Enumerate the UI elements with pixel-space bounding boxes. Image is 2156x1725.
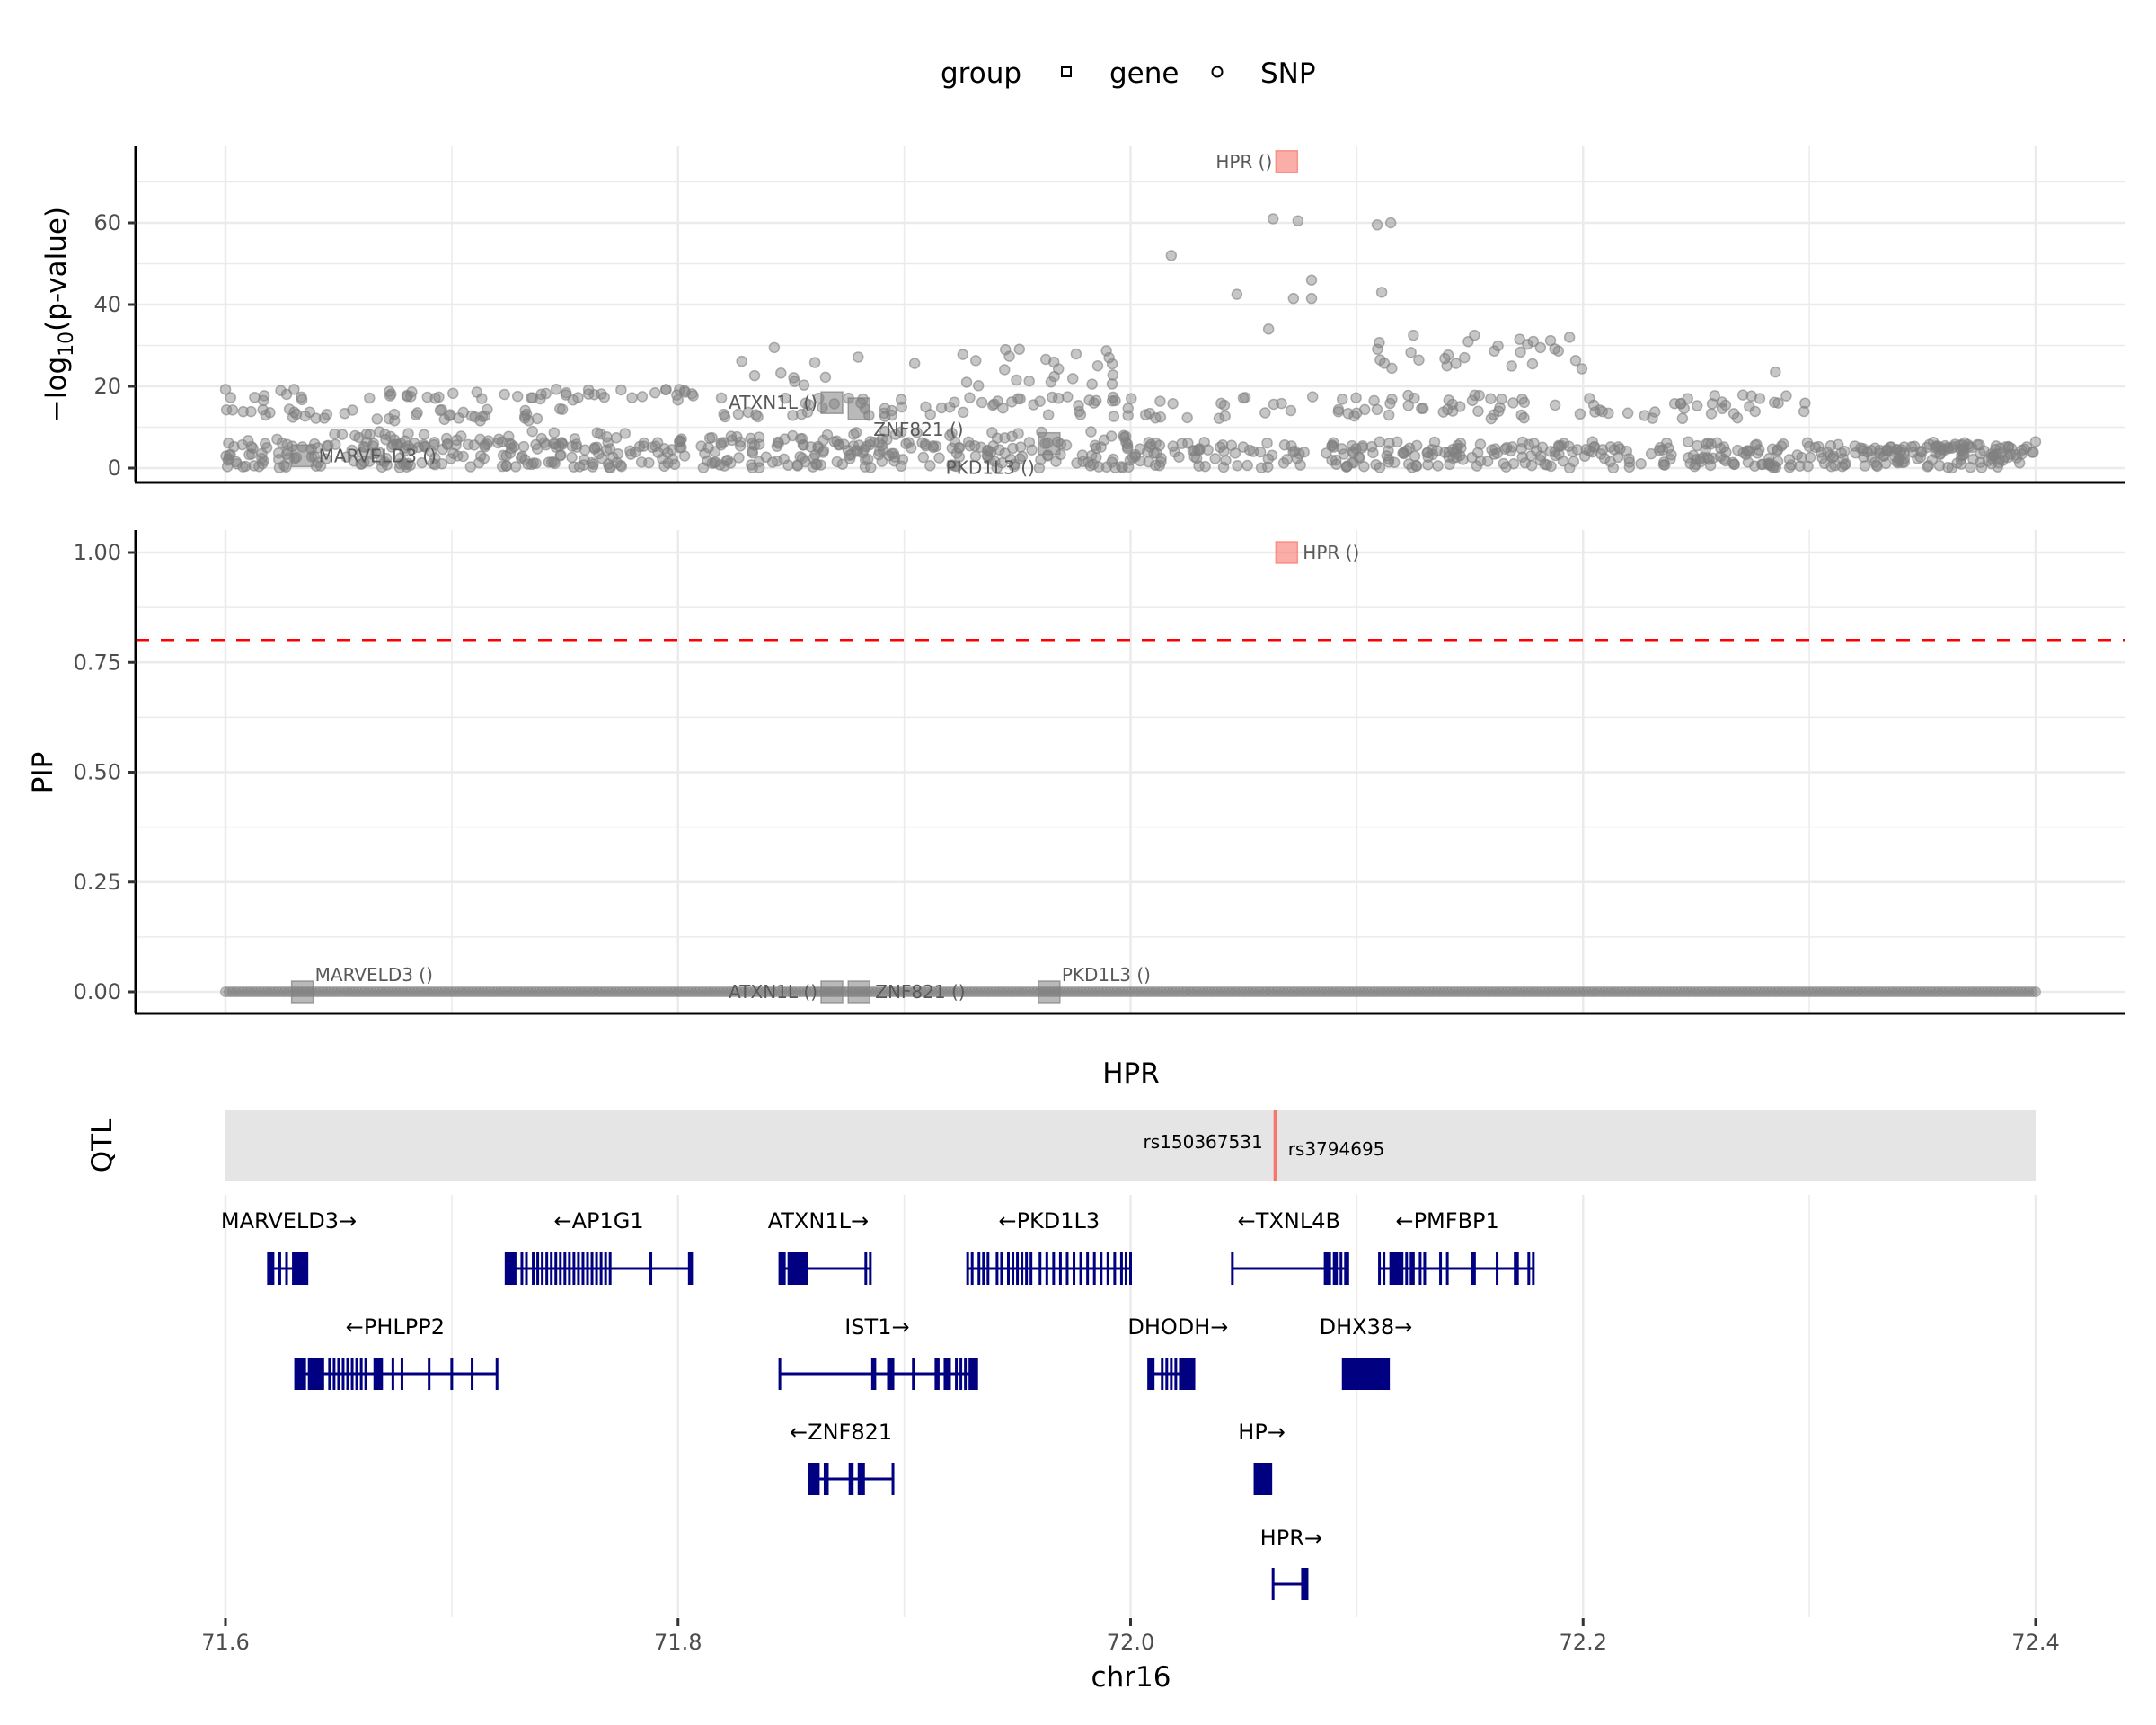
- gene-model: HP→: [1238, 1420, 1286, 1495]
- y-tick-label: 60: [93, 210, 121, 235]
- legend-title: group: [941, 58, 1021, 90]
- y-tick-label: 0.50: [74, 760, 121, 785]
- qtl-snp-label-right: rs3794695: [1288, 1138, 1385, 1160]
- gene-point: [1275, 150, 1299, 173]
- legend-item-gene: gene: [1109, 58, 1179, 90]
- gene-model-label: MARVELD3→: [221, 1208, 357, 1234]
- legend-square-icon: [1061, 66, 1072, 77]
- gene-point: [820, 391, 844, 414]
- pip-panel: HPR () MARVELD3 () ATXN1L () ZNF821 () PKD1L…: [27, 530, 2125, 1015]
- y-tick-label: 20: [93, 374, 121, 399]
- gene-model-label: ←ZNF821: [790, 1420, 892, 1445]
- y-tick-label: 1.00: [74, 540, 121, 565]
- snp-point: [1267, 213, 1279, 225]
- gene-point: [820, 980, 844, 1004]
- snp-point: [1292, 215, 1304, 226]
- gene-model-label: HP→: [1238, 1420, 1286, 1445]
- x-tick-label: 72.4: [2011, 1630, 2059, 1655]
- gene-point-label: HPR (): [1303, 542, 1359, 563]
- gene-model-label: ←PHLPP2: [346, 1314, 445, 1340]
- gene-model-label: ←AP1G1: [554, 1208, 644, 1234]
- snp-point: [1527, 335, 1540, 348]
- y-tick-label: 0.00: [74, 979, 121, 1004]
- qtl-axis-title: QTL: [86, 1118, 119, 1172]
- gene-model-label: ←TXNL4B: [1238, 1208, 1340, 1234]
- gene-model-label: HPR→: [1260, 1526, 1322, 1551]
- qtl-strip: [225, 1110, 2036, 1181]
- x-tick-label: 71.8: [654, 1630, 702, 1655]
- qtl-track: HPR rs150367531 rs3794695 QTL: [86, 1057, 2036, 1181]
- gene-track: MARVELD3→ ←AP1G1 ATXN1L→ ←PKD1L3 ←TXNL4B ←PMF…: [221, 1195, 2037, 1617]
- gene-point-label: PKD1L3 (): [1062, 964, 1151, 986]
- gene-model: ←AP1G1: [504, 1208, 694, 1285]
- gene-model: DHODH→: [1127, 1314, 1228, 1390]
- x-tick-label: 71.6: [201, 1630, 249, 1655]
- gene-model: ←TXNL4B: [1231, 1208, 1349, 1285]
- gene-model: ←ZNF821: [790, 1420, 895, 1495]
- gene-point-label: HPR (): [1215, 151, 1272, 172]
- gene-point: [847, 980, 870, 1004]
- gene-point-label: ATXN1L (): [729, 392, 817, 413]
- gene-point-label: ZNF821 (): [873, 419, 963, 440]
- gene-model: IST1→: [778, 1314, 978, 1390]
- gene-model-label: IST1→: [844, 1314, 909, 1340]
- gene-model-label: DHODH→: [1127, 1314, 1228, 1340]
- gene-model-label: ←PKD1L3: [998, 1208, 1100, 1234]
- snp-point: [1371, 219, 1383, 231]
- gene-point-label: PKD1L3 (): [946, 457, 1035, 479]
- gene-model: ←PMFBP1: [1378, 1208, 1535, 1285]
- x-axis-title: chr16: [1091, 1661, 1171, 1694]
- gene-model: MARVELD3→: [221, 1208, 357, 1285]
- snp-point: [1165, 250, 1178, 261]
- snp-point: [1305, 292, 1318, 305]
- gene-point: [847, 397, 870, 420]
- x-tick-label: 72.0: [1107, 1630, 1154, 1655]
- snp-point: [1770, 366, 1781, 378]
- legend: group gene SNP: [941, 58, 1316, 90]
- gene-model-label: ATXN1L→: [768, 1208, 869, 1234]
- gene-model-label: DHX38→: [1320, 1314, 1413, 1340]
- snp-point: [1287, 292, 1300, 305]
- y-tick-label: 40: [93, 292, 121, 317]
- snp-point: [1514, 333, 1525, 345]
- y-tick-label: 0: [108, 456, 121, 481]
- gene-model: ←PHLPP2: [294, 1314, 499, 1390]
- x-axis: 71.6 71.8 72.0 72.2 72.4: [201, 1618, 2060, 1655]
- legend-circle-icon: [1211, 66, 1224, 78]
- snp-point: [1231, 288, 1243, 300]
- snp-point: [1384, 217, 1397, 229]
- gene-model: ATXN1L→: [768, 1208, 872, 1285]
- snp-point: [1408, 329, 1419, 341]
- gene-model: HPR→: [1260, 1526, 1322, 1600]
- snp-point: [1262, 323, 1275, 335]
- snp-point: [1375, 287, 1388, 298]
- legend-item-snp: SNP: [1260, 58, 1316, 90]
- y-tick-label: 0.75: [74, 650, 121, 675]
- gene-model: DHX38→: [1320, 1314, 1413, 1390]
- gene-point: [290, 444, 314, 468]
- y-axis-title-association: −log10(p-value): [40, 207, 78, 422]
- association-panel: HPR () ATXN1L () ZNF821 () PKD1L3 () MARVELD…: [40, 146, 2125, 484]
- gene-model-label: ←PMFBP1: [1395, 1208, 1498, 1234]
- gene-point-label: ZNF821 (): [875, 981, 965, 1003]
- gene-point-label: ATXN1L (): [729, 981, 817, 1003]
- gene-point: [1038, 431, 1061, 456]
- y-tick-label: 0.25: [74, 870, 121, 895]
- gene-point: [290, 980, 314, 1004]
- snp-point: [1469, 329, 1480, 341]
- qtl-snp-label-left: rs150367531: [1144, 1131, 1263, 1153]
- gene-point-label: MARVELD3 (): [315, 964, 433, 986]
- gene-point-label: MARVELD3 (): [319, 445, 437, 466]
- snp-point: [1305, 274, 1318, 286]
- gene-model: ←PKD1L3: [966, 1208, 1132, 1285]
- gene-point: [1275, 541, 1299, 564]
- x-tick-label: 72.2: [1560, 1630, 1607, 1655]
- snp-point: [1563, 332, 1576, 343]
- qtl-title: HPR: [1102, 1057, 1160, 1090]
- y-axis-title-pip: PIP: [27, 752, 59, 794]
- gene-point: [1038, 980, 1061, 1004]
